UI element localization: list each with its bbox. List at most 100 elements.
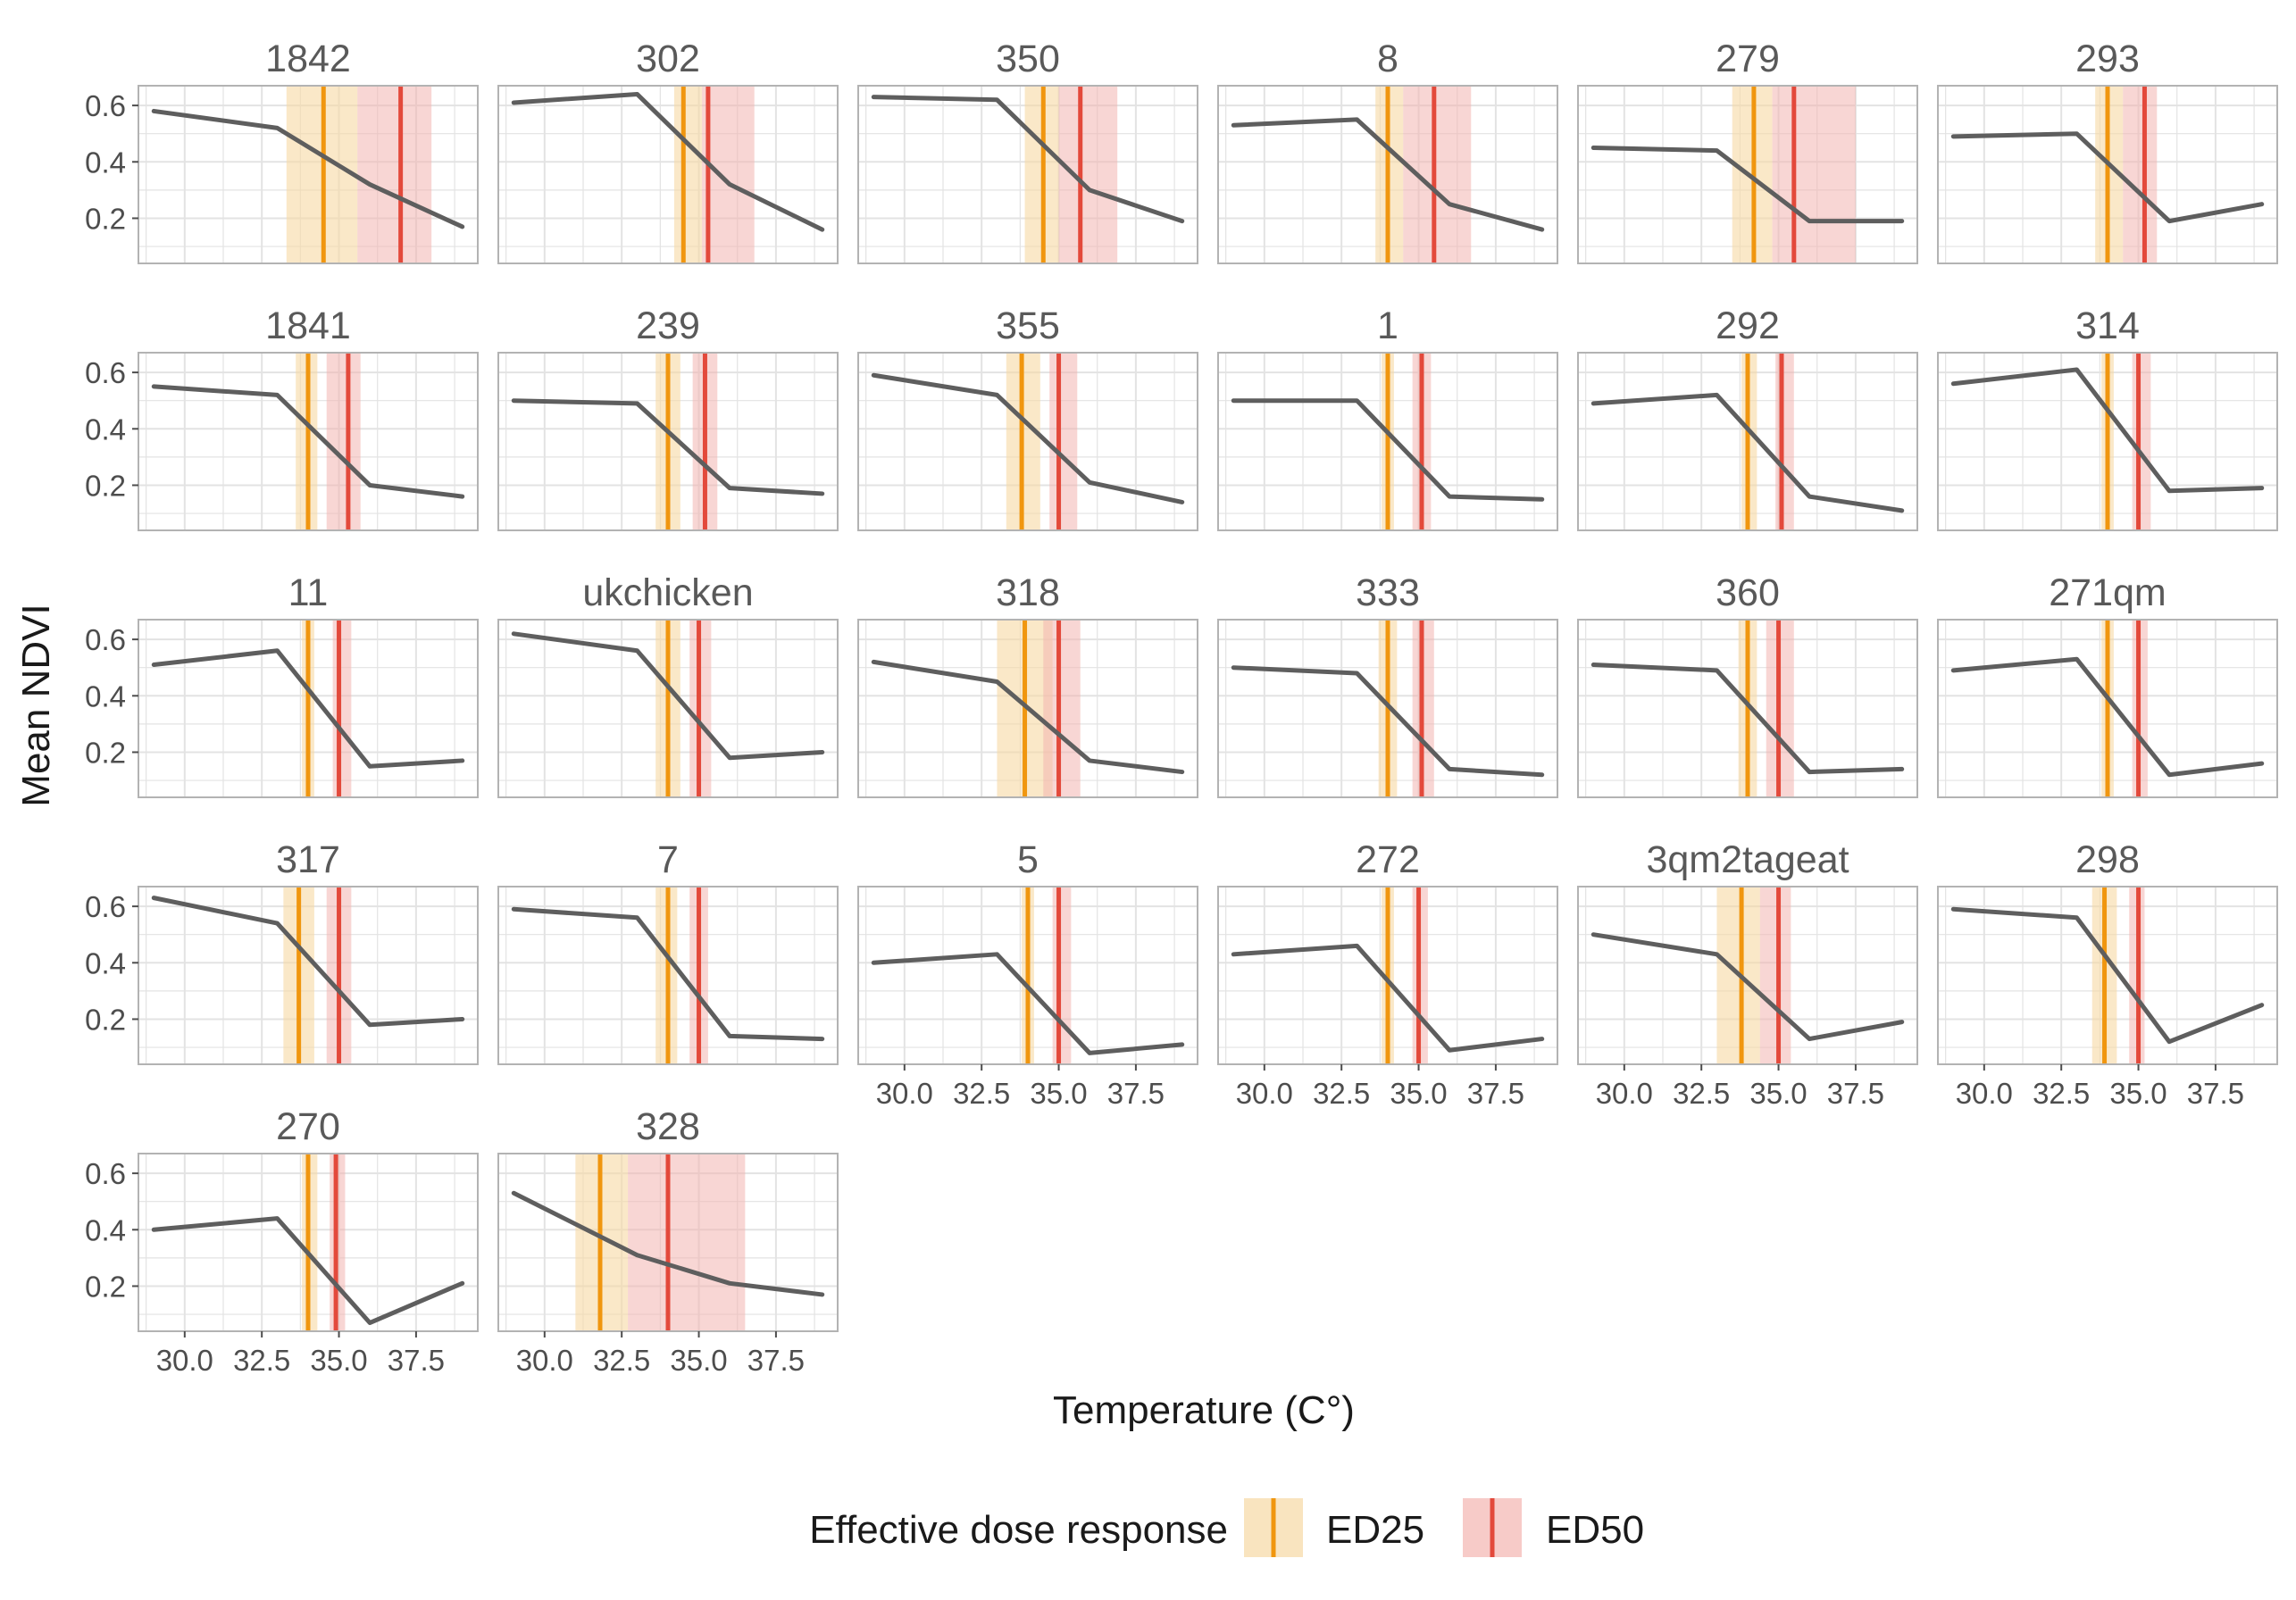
data-line [1591, 932, 1905, 1042]
x-tick-label: 35.0 [1030, 1077, 1087, 1110]
x-tick-label: 30.0 [1236, 1077, 1293, 1110]
facet-panel: 350 [857, 38, 1198, 264]
facet-panel: 239 [497, 304, 839, 531]
legend-key-ed25 [1244, 1498, 1303, 1557]
facet-panel: 1 [1217, 304, 1558, 531]
facet-title: 8 [1377, 38, 1398, 80]
y-tick-label: 0.6 [85, 890, 126, 923]
data-line [151, 896, 465, 1028]
data-line [871, 952, 1185, 1055]
data-line [151, 384, 465, 499]
panel-border [138, 1153, 479, 1332]
facet-title: 279 [1716, 38, 1780, 80]
y-axis-label: Mean NDVI [14, 604, 58, 806]
data-line [151, 108, 465, 229]
facet-title: 5 [1017, 838, 1039, 881]
x-tick-label: 32.5 [1313, 1077, 1370, 1110]
ed50-band [326, 353, 361, 530]
panel-border [857, 886, 1198, 1065]
y-tick-label: 0.6 [85, 89, 126, 122]
x-tick-label: 32.5 [1673, 1077, 1730, 1110]
x-tick-label: 35.0 [310, 1344, 367, 1377]
facet-title: 317 [276, 838, 340, 881]
facet-panel: 11 0.2 0.4 0.6 [85, 571, 479, 798]
ed50-band [1775, 353, 1794, 530]
data-line [1231, 943, 1545, 1053]
panel-border [1577, 352, 1918, 531]
data-line [1591, 145, 1905, 224]
panel-border [138, 886, 479, 1065]
ed50-band [1049, 353, 1078, 530]
y-tick-label: 0.6 [85, 1157, 126, 1190]
y-tick-label: 0.6 [85, 356, 126, 389]
x-tick-label: 37.5 [1107, 1077, 1165, 1110]
x-tick-label: 30.0 [516, 1344, 573, 1377]
data-line [511, 631, 825, 761]
panel-border [1217, 352, 1558, 531]
y-tick-label: 0.2 [85, 469, 126, 502]
data-line [1950, 131, 2265, 224]
data-line [511, 398, 825, 496]
x-tick-label: 32.5 [233, 1344, 290, 1377]
data-line [511, 1190, 825, 1297]
facet-title: ukchicken [582, 571, 753, 614]
x-tick-label: 32.5 [593, 1344, 650, 1377]
ed50-band [1759, 887, 1791, 1064]
y-tick-label: 0.4 [85, 146, 126, 179]
x-tick-label: 35.0 [2109, 1077, 2167, 1110]
x-tick-label: 35.0 [1390, 1077, 1447, 1110]
data-line [511, 906, 825, 1042]
ed50-band [1403, 86, 1472, 263]
data-line [871, 372, 1185, 504]
x-tick-label: 37.5 [388, 1344, 445, 1377]
data-line [1231, 117, 1545, 232]
data-line [151, 648, 465, 769]
panel-border [857, 85, 1198, 264]
panel-border [1217, 619, 1558, 798]
facet-panel: 1842 0.2 0.4 0.6 [85, 38, 479, 264]
panel-border [138, 619, 479, 798]
facet-panel: 314 [1937, 304, 2278, 531]
ed50-band [1043, 620, 1081, 797]
facet-panel: 328 30.0 32.5 35.0 37.5 [497, 1105, 839, 1377]
x-tick-label: 30.0 [1596, 1077, 1653, 1110]
y-tick-label: 0.4 [85, 1213, 126, 1246]
legend: Effective dose response ED25 ED50 [809, 1498, 1644, 1557]
ed50-band [628, 1154, 746, 1331]
facet-title: 239 [636, 304, 700, 347]
panel-border [1937, 886, 2278, 1065]
facet-title: 350 [996, 38, 1060, 80]
facet-title: 1842 [265, 38, 351, 80]
panel-border [1577, 85, 1918, 264]
facet-panel: 271qm [1937, 571, 2278, 798]
facet-title: 11 [288, 571, 329, 614]
y-tick-label: 0.4 [85, 946, 126, 979]
facet-panel: 317 0.2 0.4 0.6 [85, 838, 479, 1065]
y-tick-label: 0.2 [85, 1003, 126, 1036]
facet-title: 302 [636, 38, 700, 80]
x-tick-label: 37.5 [1467, 1077, 1524, 1110]
data-line [1231, 398, 1545, 502]
data-line [151, 1216, 465, 1326]
x-tick-label: 30.0 [876, 1077, 933, 1110]
data-line [1231, 665, 1545, 778]
facet-title: 355 [996, 304, 1060, 347]
facet-title: 328 [636, 1105, 700, 1148]
facet-panel: 318 [857, 571, 1198, 798]
facet-title: 7 [657, 838, 679, 881]
panel-border [1937, 352, 2278, 531]
ed50-band [332, 620, 352, 797]
facet-title: 318 [996, 571, 1060, 614]
legend-title: Effective dose response [809, 1508, 1228, 1552]
legend-key-ed50 [1463, 1498, 1522, 1557]
y-tick-label: 0.2 [85, 736, 126, 769]
ed50-band [1058, 86, 1118, 263]
x-tick-label: 37.5 [1827, 1077, 1884, 1110]
data-line [1950, 656, 2265, 778]
ed50-band [1772, 86, 1856, 263]
facet-panel: 7 [497, 838, 839, 1065]
y-tick-label: 0.2 [85, 202, 126, 235]
panel-border [138, 85, 479, 264]
